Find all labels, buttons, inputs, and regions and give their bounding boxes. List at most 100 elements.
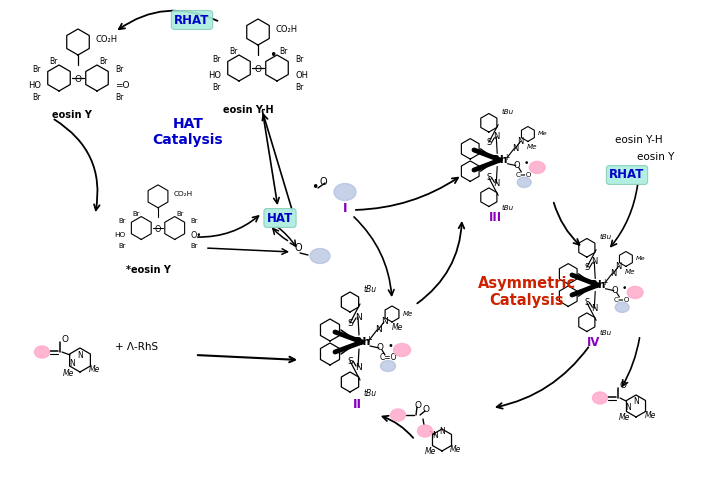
- Text: =O: =O: [115, 81, 129, 91]
- Text: HO: HO: [114, 232, 126, 238]
- Text: CO₂H: CO₂H: [96, 35, 118, 43]
- Text: N: N: [591, 304, 598, 313]
- Text: Rh: Rh: [354, 337, 370, 347]
- Text: C=O: C=O: [379, 353, 397, 362]
- Text: Me: Me: [527, 144, 538, 150]
- Ellipse shape: [380, 361, 396, 372]
- Text: Br: Br: [99, 57, 107, 67]
- Text: RHAT: RHAT: [609, 169, 645, 182]
- Text: Me: Me: [636, 256, 645, 261]
- Text: Br: Br: [118, 218, 126, 224]
- Text: C=O: C=O: [614, 297, 630, 303]
- Text: •: •: [523, 159, 529, 168]
- Text: Br: Br: [32, 94, 41, 103]
- Text: IV: IV: [587, 336, 600, 349]
- Ellipse shape: [517, 177, 531, 187]
- Text: eosin Y-H: eosin Y-H: [615, 135, 663, 145]
- Text: tBu: tBu: [501, 205, 513, 212]
- Text: •: •: [387, 341, 393, 351]
- Text: Me: Me: [625, 269, 636, 275]
- Text: O: O: [619, 381, 627, 390]
- Text: *eosin Y: *eosin Y: [126, 265, 170, 275]
- Ellipse shape: [627, 286, 643, 298]
- Text: +: +: [365, 335, 373, 344]
- Text: S: S: [584, 298, 589, 307]
- Text: Br: Br: [115, 94, 123, 103]
- Text: N: N: [380, 318, 388, 326]
- Ellipse shape: [35, 346, 50, 358]
- Text: Me: Me: [425, 446, 435, 455]
- Text: Br: Br: [212, 55, 221, 65]
- Text: C=O: C=O: [516, 172, 532, 178]
- Text: Rh: Rh: [591, 280, 606, 290]
- Ellipse shape: [310, 249, 330, 264]
- Text: Br: Br: [32, 66, 41, 75]
- Text: Me: Me: [644, 412, 656, 420]
- Text: S: S: [347, 357, 353, 365]
- Text: N: N: [591, 257, 598, 266]
- Text: Br: Br: [115, 66, 123, 75]
- Ellipse shape: [615, 302, 629, 312]
- Text: eosin Y: eosin Y: [52, 110, 92, 120]
- Text: N: N: [615, 262, 622, 271]
- Text: N: N: [69, 360, 75, 369]
- Text: S: S: [486, 138, 492, 147]
- Text: HO: HO: [208, 71, 221, 80]
- Text: Asymmetric
Catalysis: Asymmetric Catalysis: [478, 276, 576, 308]
- Text: tBu: tBu: [363, 285, 377, 295]
- Text: Me: Me: [403, 311, 413, 317]
- Text: O: O: [513, 161, 520, 170]
- Text: Br: Br: [191, 242, 198, 249]
- Text: S: S: [584, 263, 589, 272]
- Text: HAT
Catalysis: HAT Catalysis: [152, 117, 223, 147]
- Text: OH: OH: [295, 71, 308, 80]
- Text: Me: Me: [538, 132, 547, 136]
- Text: S: S: [347, 319, 353, 327]
- Text: N: N: [512, 144, 518, 153]
- Text: O: O: [319, 177, 327, 187]
- Text: N: N: [355, 312, 362, 321]
- Text: tBu: tBu: [599, 234, 612, 240]
- Ellipse shape: [391, 409, 406, 421]
- Text: N: N: [609, 269, 616, 278]
- Text: Me: Me: [618, 414, 630, 423]
- Text: O: O: [414, 401, 422, 410]
- Text: O: O: [74, 76, 82, 84]
- Text: Br: Br: [176, 211, 184, 217]
- Text: HAT: HAT: [267, 212, 293, 225]
- Text: •: •: [311, 182, 318, 195]
- Text: RHAT: RHAT: [174, 13, 209, 27]
- Text: O: O: [376, 344, 383, 352]
- Text: Me: Me: [449, 445, 461, 455]
- Text: CO₂H: CO₂H: [276, 25, 298, 34]
- Text: N: N: [439, 427, 445, 436]
- Text: CO₂H: CO₂H: [174, 191, 193, 197]
- Text: Br: Br: [279, 48, 287, 56]
- Text: N: N: [517, 137, 523, 146]
- Text: Br: Br: [295, 55, 303, 65]
- Text: Br: Br: [295, 83, 303, 93]
- Text: +: +: [601, 278, 608, 287]
- Text: Me: Me: [391, 323, 403, 333]
- Text: + Λ-RhS: + Λ-RhS: [115, 342, 158, 352]
- Text: N: N: [625, 403, 631, 413]
- Ellipse shape: [393, 344, 411, 357]
- Text: Br: Br: [229, 48, 238, 56]
- Text: eosin Y-H: eosin Y-H: [222, 105, 274, 115]
- Text: •: •: [269, 50, 277, 63]
- Ellipse shape: [334, 184, 356, 201]
- Text: N: N: [633, 397, 639, 405]
- Text: S: S: [486, 173, 492, 182]
- Text: +: +: [503, 153, 510, 161]
- Text: eosin Y: eosin Y: [637, 152, 674, 162]
- Text: O: O: [612, 286, 618, 295]
- Text: N: N: [493, 179, 500, 188]
- Text: •: •: [622, 284, 627, 293]
- Text: O: O: [294, 243, 302, 253]
- Text: II: II: [352, 398, 362, 411]
- Text: N: N: [432, 430, 438, 440]
- Text: Me: Me: [88, 365, 100, 375]
- Text: O: O: [254, 66, 261, 75]
- Text: O: O: [155, 225, 161, 234]
- Ellipse shape: [529, 161, 545, 174]
